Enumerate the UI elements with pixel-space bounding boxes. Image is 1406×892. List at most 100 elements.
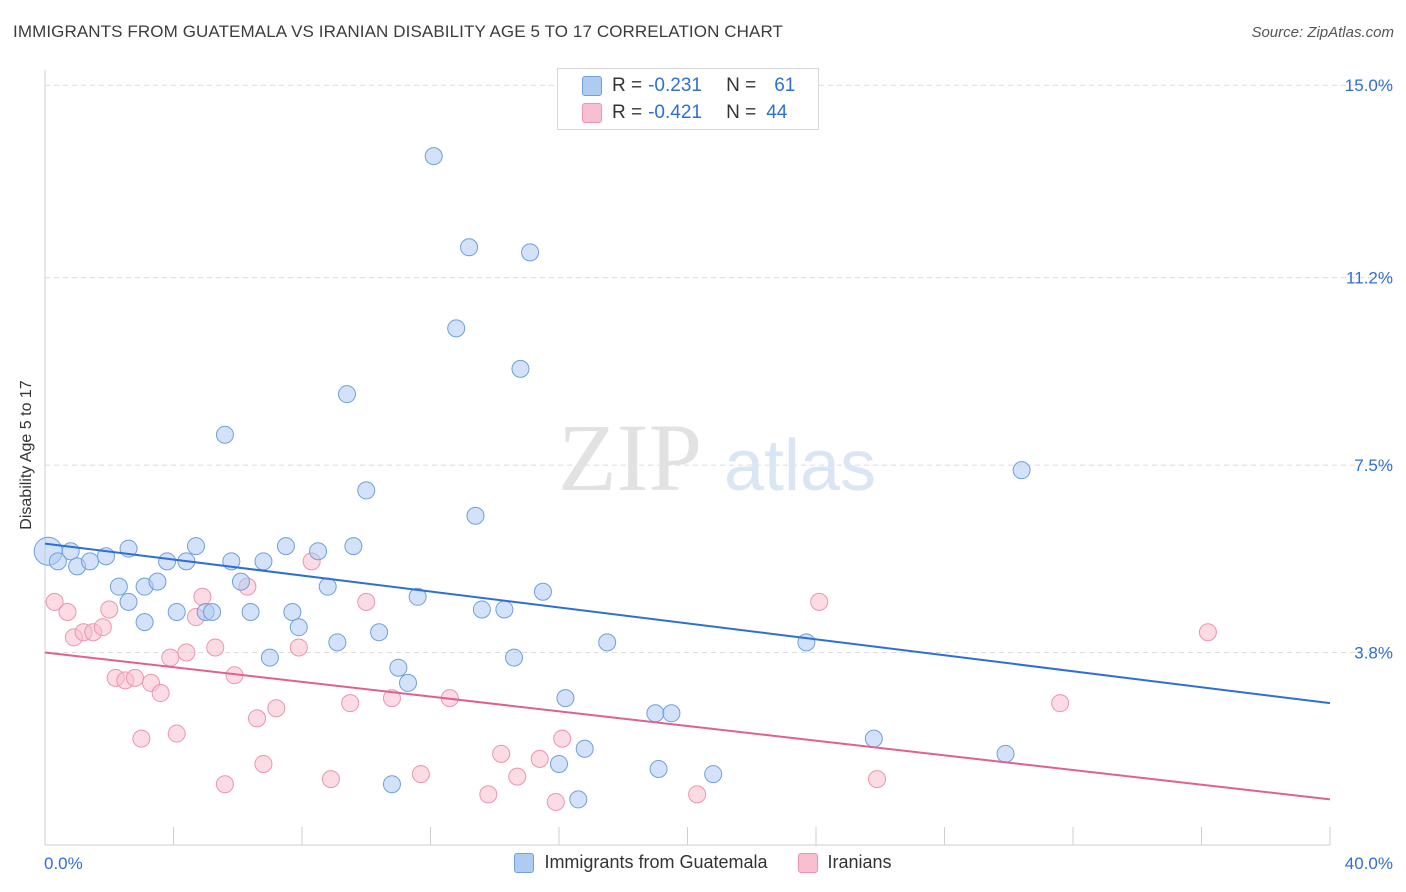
guatemala-point — [337, 385, 356, 404]
guatemala-swatch — [582, 76, 602, 96]
guatemala-point — [389, 658, 408, 677]
guatemala-point — [215, 425, 234, 444]
iranians-point — [479, 785, 498, 804]
guatemala-point — [203, 602, 222, 621]
source-label: Source: ZipAtlas.com — [1251, 24, 1394, 41]
iranians-point — [530, 749, 549, 768]
guatemala-point — [533, 582, 552, 601]
guatemala-point — [472, 600, 491, 619]
iranians-point — [58, 602, 77, 621]
guatemala-point — [424, 147, 443, 166]
r-label: R = — [612, 75, 643, 96]
guatemala-point — [344, 537, 363, 556]
guatemala-point — [309, 542, 328, 561]
guatemala-point — [370, 623, 389, 642]
guatemala-point — [447, 319, 466, 338]
iranians-point — [546, 792, 565, 811]
guatemala-point — [276, 537, 295, 556]
iranians-point — [161, 648, 180, 667]
legend-label: Immigrants from Guatemala — [544, 852, 768, 872]
iranians-point — [151, 684, 170, 703]
iranians-point — [267, 699, 286, 718]
guatemala-point — [704, 765, 723, 784]
chart-title: IMMIGRANTS FROM GUATEMALA VS IRANIAN DIS… — [13, 22, 784, 41]
tick-labels: 3.8% 7.5% 11.2% 15.0% 0.0% 40.0% — [44, 76, 1393, 873]
y-tick-label: 7.5% — [1354, 456, 1393, 475]
guatemala-point — [466, 506, 485, 525]
iranians-point — [688, 785, 707, 804]
n-label: N = — [726, 75, 757, 96]
iranians-point — [810, 592, 829, 611]
y-tick-label: 11.2% — [1346, 269, 1393, 288]
iranians-swatch — [582, 103, 602, 123]
y-tick-label: 15.0% — [1345, 76, 1393, 95]
stats-row-guatemala: R = -0.231 N = 61 — [582, 75, 795, 97]
guatemala-point — [119, 592, 138, 611]
iranians-point — [45, 592, 64, 611]
stats-row-iranians: R = -0.421 N = 44 — [582, 102, 787, 124]
legend-label: Iranians — [827, 852, 892, 872]
guatemala-point — [575, 739, 594, 758]
iranians-point — [341, 694, 360, 713]
r-value: -0.231 — [648, 75, 702, 96]
r-label: R = — [612, 102, 643, 123]
guatemala-point — [328, 633, 347, 652]
watermark-zip: ZIP — [558, 404, 702, 511]
guatemala-point — [460, 238, 479, 257]
n-label: N = — [726, 102, 757, 123]
guatemala-point — [148, 572, 167, 591]
iranians-point — [508, 767, 527, 786]
guatemala-point — [864, 729, 883, 748]
iranians-point — [177, 643, 196, 662]
y-tick-label: 3.8% — [1354, 644, 1393, 663]
guatemala-point — [521, 243, 540, 262]
iranians-point — [289, 638, 308, 657]
guatemala-point — [158, 552, 177, 571]
guatemala-point — [289, 618, 308, 637]
n-value: 44 — [766, 102, 788, 123]
iranians-point — [100, 600, 119, 619]
r-value: -0.421 — [648, 102, 702, 123]
guatemala-point — [598, 633, 617, 652]
stats-legend-box: R = -0.231 N = 61 R = -0.421 N = 44 — [557, 68, 819, 130]
iranians-point — [215, 775, 234, 794]
iranians-point — [411, 765, 430, 784]
guatemala-point — [399, 673, 418, 692]
iranians-point — [93, 618, 112, 637]
guatemala-point — [495, 600, 514, 619]
guatemala-point — [231, 572, 250, 591]
guatemala-point — [408, 587, 427, 606]
iranians-point — [357, 592, 376, 611]
x-tick-label: 40.0% — [1345, 854, 1393, 873]
iranians-point — [492, 744, 511, 763]
iranians-point — [132, 729, 151, 748]
legend-item-iranians[interactable]: Iranians — [797, 852, 892, 873]
guatemala-trend-line — [44, 542, 1331, 705]
guatemala-point — [186, 537, 205, 556]
legend-item-guatemala[interactable]: Immigrants from Guatemala — [514, 852, 768, 873]
guatemala-point — [283, 602, 302, 621]
iranians-point — [248, 709, 267, 728]
guatemala-point — [649, 760, 668, 779]
grid-lines — [45, 84, 1395, 654]
iranians-trend-line — [44, 651, 1331, 801]
trend-lines — [44, 542, 1331, 801]
guatemala-point — [260, 648, 279, 667]
iranians-point — [382, 689, 401, 708]
iranians-point — [167, 724, 186, 743]
iranians-point — [553, 729, 572, 748]
guatemala-point — [556, 689, 575, 708]
iranians-point — [125, 668, 144, 687]
iranians-point — [868, 770, 887, 789]
watermark-atlas: atlas — [724, 426, 876, 506]
guatemala-point — [662, 704, 681, 723]
iranians-point — [1198, 623, 1217, 642]
guatemala-legend-swatch — [514, 852, 535, 873]
x-tick-label: 0.0% — [44, 854, 83, 873]
guatemala-point — [241, 602, 260, 621]
guatemala-point — [254, 552, 273, 571]
guatemala-point — [167, 602, 186, 621]
guatemala-point — [550, 754, 568, 773]
guatemala-point — [382, 775, 401, 794]
